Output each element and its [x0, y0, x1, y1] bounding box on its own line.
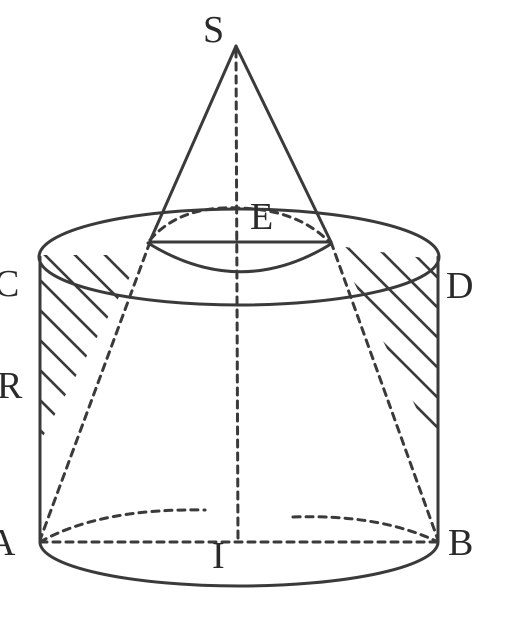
axis-S-to-I: [234, 48, 240, 544]
cone-base-front-arc: [146, 241, 333, 274]
label-S: S: [203, 9, 224, 51]
line-to-B: [329, 240, 440, 542]
label-I: I: [212, 535, 225, 577]
cone-right-edge: [234, 44, 333, 244]
cylinder-bottom-front-arc: [38, 540, 440, 588]
left-hatched-region: [40, 240, 150, 440]
label-C: C: [0, 263, 19, 305]
label-E: E: [250, 196, 273, 238]
label-R: R: [0, 365, 23, 407]
label-D: D: [446, 265, 473, 307]
cone-left-edge: [148, 44, 238, 243]
label-A: A: [0, 522, 16, 564]
cylinder-bottom-back-arc-right: [291, 515, 440, 544]
cylinder-top-ellipse: [37, 207, 441, 307]
right-hatched-region: [331, 245, 438, 452]
cylinder-bottom-back-arc-left: [38, 508, 207, 544]
label-B: B: [448, 522, 473, 564]
line-to-A: [38, 240, 152, 542]
cone-base-back-arc: [148, 206, 333, 246]
